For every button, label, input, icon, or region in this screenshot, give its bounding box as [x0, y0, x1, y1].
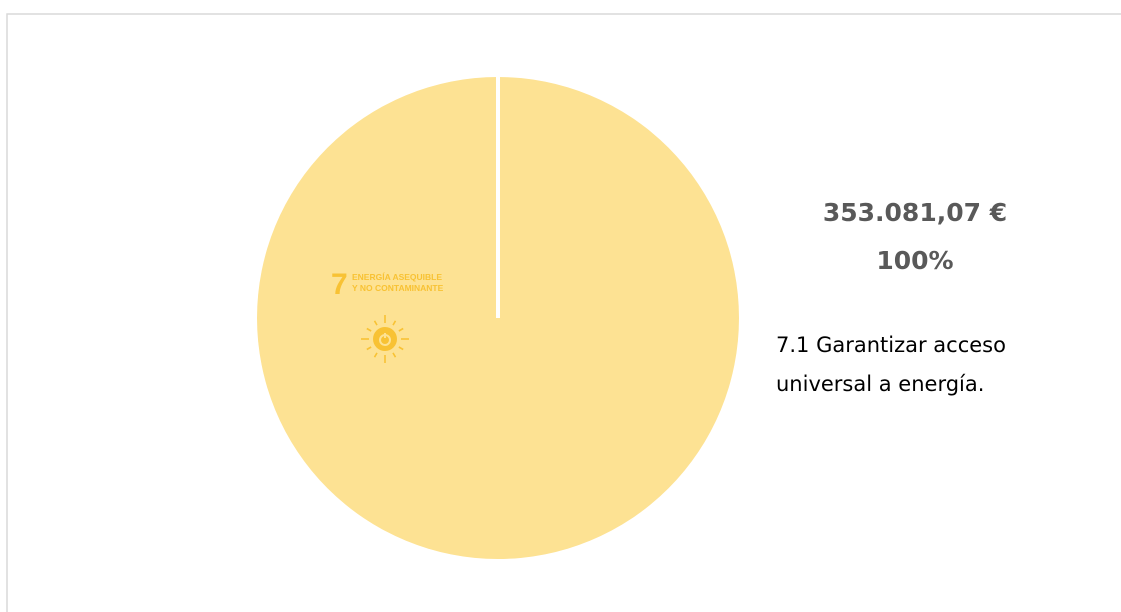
sun-ray	[373, 320, 378, 326]
icon-number: 7	[331, 268, 348, 301]
sun-ray	[392, 320, 397, 326]
sun-ray	[373, 352, 378, 358]
sun-symbol	[361, 315, 409, 363]
slices	[257, 77, 739, 559]
percent-label: 100%	[876, 246, 954, 275]
frame	[6, 13, 1121, 612]
sdg-icon: 7 ENERGÍA ASEQUIBLE Y NO CONTAMINANTE	[331, 268, 444, 363]
icon-line: Y NO CONTAMINANTE	[352, 283, 444, 293]
sun-ray	[398, 327, 404, 332]
icon-line: ENERGÍA ASEQUIBLE	[352, 272, 442, 282]
sun-disc	[373, 327, 397, 351]
sun-ray	[366, 327, 372, 332]
sun-ray	[392, 352, 397, 358]
amount-label: 353.081,07 €	[822, 198, 1008, 227]
sun-ray	[366, 346, 372, 351]
sun-ray	[398, 346, 404, 351]
category-label: 7.1 Garantizar acceso universal a energí…	[776, 333, 1006, 396]
